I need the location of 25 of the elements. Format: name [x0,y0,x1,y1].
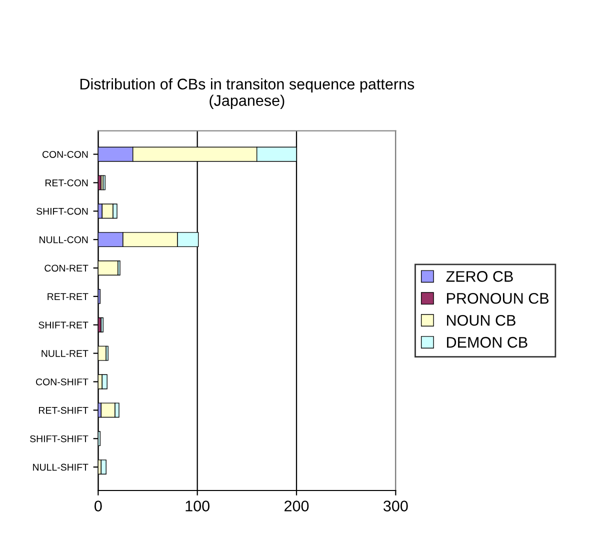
legend-label: PRONOUN CB [447,292,549,304]
y-tick-label: SHIFT-RET [38,322,88,328]
y-tick-label: SHIFT-SHIFT [30,435,88,442]
y-tick-label: RET-RET [48,293,88,300]
bar [102,204,114,219]
x-tick-label: 100 [186,500,210,512]
y-tick-label: NULL-CON [40,236,88,244]
chart-title: Distribution of CBs in transiton sequence patterns (Japanese) [80,78,414,109]
y-tick-label: RET-SHIFT [39,406,88,414]
y-tick-label: NULL-RET [42,350,88,357]
y-tick-label: RET-CON [46,179,88,186]
legend-label: NOUN CB [447,314,516,326]
y-tick-label: NULL-SHIFT [33,464,88,471]
y-tick-label: CON-SHIFT [36,378,88,386]
bar [100,402,116,418]
x-tick-label: 0 [94,500,102,512]
x-tick-label: 200 [284,500,309,512]
legend-label: ZERO CB [446,271,513,282]
x-tick-label: 300 [384,500,408,512]
y-tick-label: SHIFT-CON [36,208,88,215]
y-tick-label: CON-CON [42,150,88,158]
bar [102,374,108,390]
legend-label: DEMON CB [447,336,528,348]
bar [100,460,106,474]
y-tick-label: CON-RET [44,264,88,272]
